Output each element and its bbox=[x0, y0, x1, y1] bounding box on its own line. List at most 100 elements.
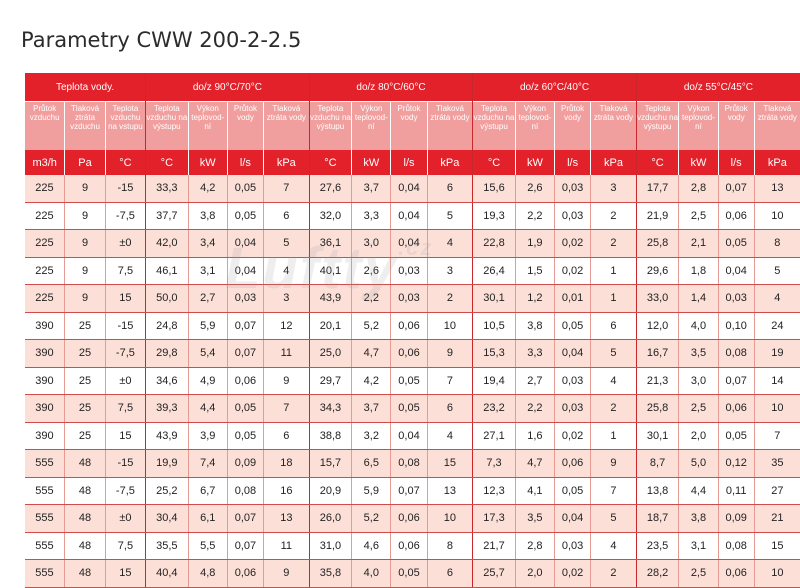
table-cell: 0,06 bbox=[718, 202, 754, 230]
table-cell: 0,05 bbox=[227, 395, 263, 423]
table-cell: 10 bbox=[427, 312, 473, 340]
table-cell: 0,07 bbox=[227, 532, 263, 560]
table-cell: 18 bbox=[263, 450, 309, 478]
unit-label: kW bbox=[515, 150, 554, 175]
table-cell: 40,1 bbox=[309, 257, 351, 285]
table-cell: 25 bbox=[65, 395, 105, 423]
table-cell: 0,08 bbox=[718, 532, 754, 560]
table-cell: 3,5 bbox=[679, 340, 718, 368]
table-cell: 25,2 bbox=[146, 477, 188, 505]
table-cell: 9 bbox=[65, 230, 105, 258]
table-cell: 30,1 bbox=[473, 285, 515, 313]
table-cell: 43,9 bbox=[146, 422, 188, 450]
table-cell: -7,5 bbox=[105, 202, 145, 230]
table-cell: 4,0 bbox=[679, 312, 718, 340]
table-cell: 13,8 bbox=[636, 477, 678, 505]
table-cell: 15 bbox=[427, 450, 473, 478]
table-cell: 2,2 bbox=[515, 395, 554, 423]
table-cell: 390 bbox=[25, 422, 65, 450]
table-cell: 15 bbox=[105, 422, 145, 450]
table-cell: 4,4 bbox=[188, 395, 227, 423]
unit-label: °C bbox=[473, 150, 515, 175]
table-cell: 7,4 bbox=[188, 450, 227, 478]
table-cell: 0,03 bbox=[555, 175, 591, 202]
table-cell: 555 bbox=[25, 560, 65, 588]
table-cell: 12 bbox=[263, 312, 309, 340]
table-cell: 5 bbox=[591, 505, 637, 533]
table-cell: 0,08 bbox=[227, 477, 263, 505]
table-cell: 0,03 bbox=[555, 532, 591, 560]
column-header: Tlaková ztráta vody bbox=[754, 102, 800, 151]
table-cell: 9 bbox=[65, 175, 105, 202]
table-cell: 3,1 bbox=[679, 532, 718, 560]
table-cell: 2,2 bbox=[515, 202, 554, 230]
unit-label: kPa bbox=[427, 150, 473, 175]
table-cell: 0,03 bbox=[555, 367, 591, 395]
table-cell: 3 bbox=[427, 257, 473, 285]
table-cell: 33,0 bbox=[636, 285, 678, 313]
table-cell: 4 bbox=[263, 257, 309, 285]
table-cell: 2,7 bbox=[515, 367, 554, 395]
table-cell: 19,3 bbox=[473, 202, 515, 230]
table-cell: 39,3 bbox=[146, 395, 188, 423]
table-cell: 3 bbox=[263, 285, 309, 313]
table-cell: 0,04 bbox=[391, 422, 427, 450]
column-header: Průtok vody bbox=[391, 102, 427, 151]
table-cell: 555 bbox=[25, 477, 65, 505]
table-cell: 40,4 bbox=[146, 560, 188, 588]
table-cell: 0,06 bbox=[555, 450, 591, 478]
table-cell: 10 bbox=[754, 560, 800, 588]
table-cell: -7,5 bbox=[105, 477, 145, 505]
table-cell: 34,3 bbox=[309, 395, 351, 423]
table-cell: 1,5 bbox=[515, 257, 554, 285]
table-cell: 46,1 bbox=[146, 257, 188, 285]
table-cell: 17,7 bbox=[636, 175, 678, 202]
table-cell: 0,07 bbox=[718, 367, 754, 395]
table-cell: 225 bbox=[25, 257, 65, 285]
column-header: Průtok vody bbox=[227, 102, 263, 151]
page-title: Parametry CWW 200-2-2.5 bbox=[21, 28, 301, 52]
table-cell: 0,11 bbox=[718, 477, 754, 505]
table-cell: 23,2 bbox=[473, 395, 515, 423]
table-cell: 25 bbox=[65, 312, 105, 340]
table-cell: ±0 bbox=[105, 505, 145, 533]
table-cell: 15 bbox=[105, 560, 145, 588]
table-cell: 7,5 bbox=[105, 395, 145, 423]
table-cell: 25,0 bbox=[309, 340, 351, 368]
table-cell: 0,05 bbox=[227, 422, 263, 450]
table-cell: 2,5 bbox=[679, 395, 718, 423]
table-cell: 35 bbox=[754, 450, 800, 478]
table-cell: 3,4 bbox=[188, 230, 227, 258]
table-cell: 24,8 bbox=[146, 312, 188, 340]
table-cell: 3,3 bbox=[352, 202, 391, 230]
table-cell: 0,04 bbox=[227, 230, 263, 258]
table-cell: 14 bbox=[754, 367, 800, 395]
table-cell: 6 bbox=[427, 175, 473, 202]
table-cell: 1 bbox=[591, 285, 637, 313]
table-cell: ±0 bbox=[105, 367, 145, 395]
table-cell: 29,8 bbox=[146, 340, 188, 368]
column-header: Výkon teplovod-ní bbox=[679, 102, 718, 151]
table-cell: 12,0 bbox=[636, 312, 678, 340]
table-cell: 2,0 bbox=[515, 560, 554, 588]
table-cell: 0,03 bbox=[555, 395, 591, 423]
table-cell: 2,1 bbox=[679, 230, 718, 258]
column-header: Teplota vzduchu na výstupu bbox=[146, 102, 188, 151]
unit-label: °C bbox=[309, 150, 351, 175]
table-cell: 9 bbox=[65, 202, 105, 230]
table-cell: 4 bbox=[591, 367, 637, 395]
table-cell: 3,8 bbox=[515, 312, 554, 340]
unit-label: l/s bbox=[718, 150, 754, 175]
table-cell: 27,6 bbox=[309, 175, 351, 202]
table-cell: 21 bbox=[754, 505, 800, 533]
table-cell: 10 bbox=[754, 395, 800, 423]
table-cell: 17,3 bbox=[473, 505, 515, 533]
table-cell: 3,0 bbox=[352, 230, 391, 258]
table-cell: 7 bbox=[754, 422, 800, 450]
